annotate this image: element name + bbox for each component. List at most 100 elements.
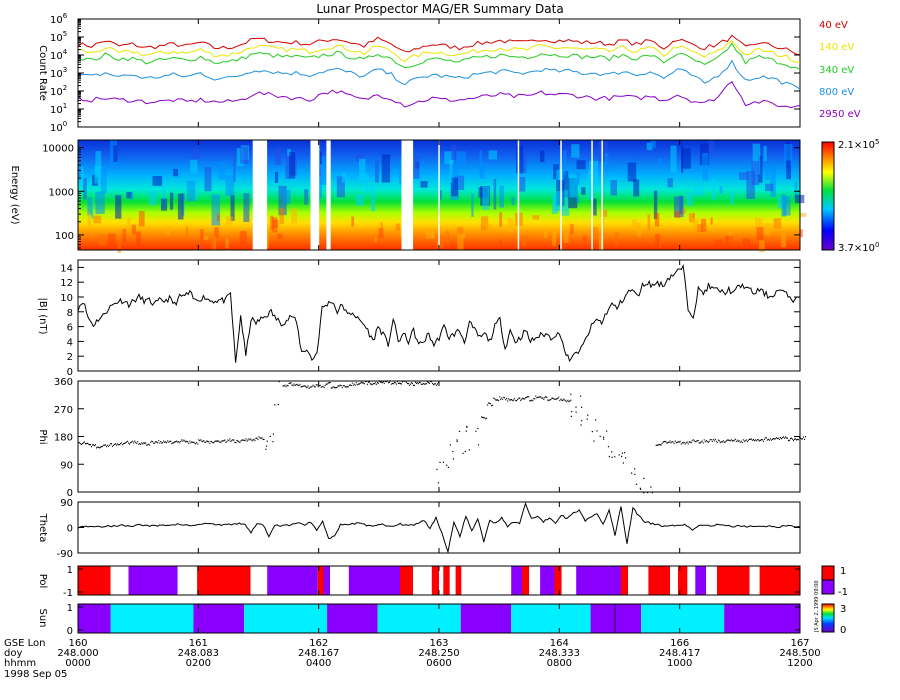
spectrogram-cell	[87, 197, 93, 216]
phi-point	[591, 431, 593, 433]
spectrogram-cell	[185, 225, 188, 238]
spectrogram-gap	[252, 140, 268, 250]
spectrogram-cell	[752, 143, 761, 175]
spectrogram-cell	[719, 186, 723, 194]
panel-energy: 100 1000 10000 Energy (eV) 2.1×105 3.7×100	[9, 138, 879, 254]
polarity-ticks: -1 1	[63, 565, 801, 599]
spectrogram-cell	[600, 209, 608, 217]
spectrogram-cell	[117, 239, 122, 253]
spectrogram-gap	[310, 140, 320, 250]
spectrogram-cell	[230, 195, 235, 221]
spectrogram-cell	[270, 215, 274, 230]
polarity-segment	[576, 566, 621, 595]
spectrogram-cell	[211, 238, 217, 250]
spectrogram-cell	[356, 154, 364, 162]
phi-point	[439, 461, 441, 463]
spectrogram-cell	[659, 158, 662, 167]
spectrogram-cell	[395, 223, 400, 231]
spectrogram-cell	[100, 167, 107, 193]
spectrogram-cell	[341, 173, 347, 183]
y-tick-label: 0	[67, 367, 73, 378]
spectrogram-cell	[319, 156, 329, 185]
spectrogram-cell	[359, 158, 366, 181]
b-ylabel: |B| (nT)	[37, 297, 48, 334]
spectrogram-cell	[444, 151, 454, 165]
spectrogram-cell	[225, 238, 229, 249]
spectrogram-texture	[78, 140, 807, 253]
y-tick-label: -1	[63, 588, 73, 599]
spectrogram-cell	[702, 152, 709, 181]
phi-point	[452, 458, 454, 460]
phi-point	[642, 492, 645, 494]
x-tick-lon: 162	[309, 638, 328, 649]
spectrogram-cell	[355, 194, 365, 206]
x-tick-doy: 248.333	[539, 648, 580, 659]
y-tick-label: 10000	[42, 144, 74, 155]
polarity-segment	[177, 566, 198, 595]
polarity-segment	[687, 566, 696, 595]
spectrogram-cell	[225, 216, 233, 226]
phi-point	[611, 451, 613, 453]
spectrogram-cell	[243, 193, 250, 223]
spectrogram-cell	[681, 227, 687, 232]
spectrogram-cell	[561, 190, 570, 216]
phi-point	[587, 414, 589, 416]
phi-point	[624, 452, 626, 454]
phi-point	[608, 455, 610, 458]
y-tick-label: 106	[50, 12, 68, 26]
spectrogram-cell	[83, 178, 87, 200]
spectrogram-cell	[456, 151, 466, 169]
spectrogram-cell	[87, 212, 92, 227]
panel-polarity: -1 1 Pol 1 -1	[37, 565, 848, 599]
spectrogram-cell	[582, 235, 587, 242]
x-tick-hhmm: 1000	[667, 658, 692, 669]
phi-point	[636, 483, 638, 485]
sun-ticks: 01	[67, 603, 801, 637]
phi-point	[625, 457, 627, 459]
x-tick-lon: 166	[670, 638, 689, 649]
time-axis: GSE Lon doy hhmm 1998 Sep 05 160248.0000…	[4, 638, 821, 680]
spectrogram-cell	[81, 166, 84, 188]
polarity-segment	[749, 566, 760, 595]
y-tick-label: 0	[67, 524, 73, 535]
x-tick-doy: 248.000	[57, 648, 98, 659]
phi-point	[599, 435, 601, 437]
polarity-segment	[413, 566, 432, 595]
spectrogram-cell	[287, 149, 291, 157]
spectrogram-cell	[94, 165, 102, 184]
spectrogram-cell	[279, 208, 284, 224]
spectrogram-cell	[773, 218, 782, 229]
series-line-1	[77, 40, 801, 63]
phi-point	[580, 395, 582, 397]
spectrogram-cell	[283, 189, 291, 205]
polarity-segment	[197, 566, 251, 595]
sun-colorbar-top-label: 3	[840, 604, 846, 615]
phi-point	[575, 411, 577, 413]
spectrogram-cell	[756, 227, 764, 240]
polarity-segment	[695, 566, 707, 595]
phi-point	[639, 487, 641, 489]
sun-colorbar	[821, 603, 835, 633]
theta-frame	[77, 501, 801, 554]
spectrogram-cell	[138, 210, 145, 227]
legend-entry: 340 eV	[819, 65, 854, 76]
phi-point	[621, 455, 623, 457]
spectrogram-cell	[746, 170, 755, 200]
spectrogram-cell	[451, 145, 457, 160]
spectrogram-cell	[686, 192, 693, 207]
y-tick-label: 1	[67, 565, 73, 576]
polarity-segment	[461, 566, 512, 595]
spectrogram-cell	[570, 224, 574, 235]
spectrogram-cell	[115, 195, 122, 219]
phi-point	[436, 468, 438, 470]
x-tick-hhmm: 0000	[65, 658, 90, 669]
spectrogram-cell	[499, 185, 504, 208]
polarity-segment	[561, 566, 577, 595]
spectrogram-cell	[149, 190, 158, 206]
spectrogram-cell	[794, 182, 798, 199]
spectrogram-cell	[93, 215, 102, 224]
x-tick-hhmm: 1200	[787, 658, 812, 669]
phi-point	[278, 381, 280, 383]
spectrogram-cell	[130, 192, 134, 201]
